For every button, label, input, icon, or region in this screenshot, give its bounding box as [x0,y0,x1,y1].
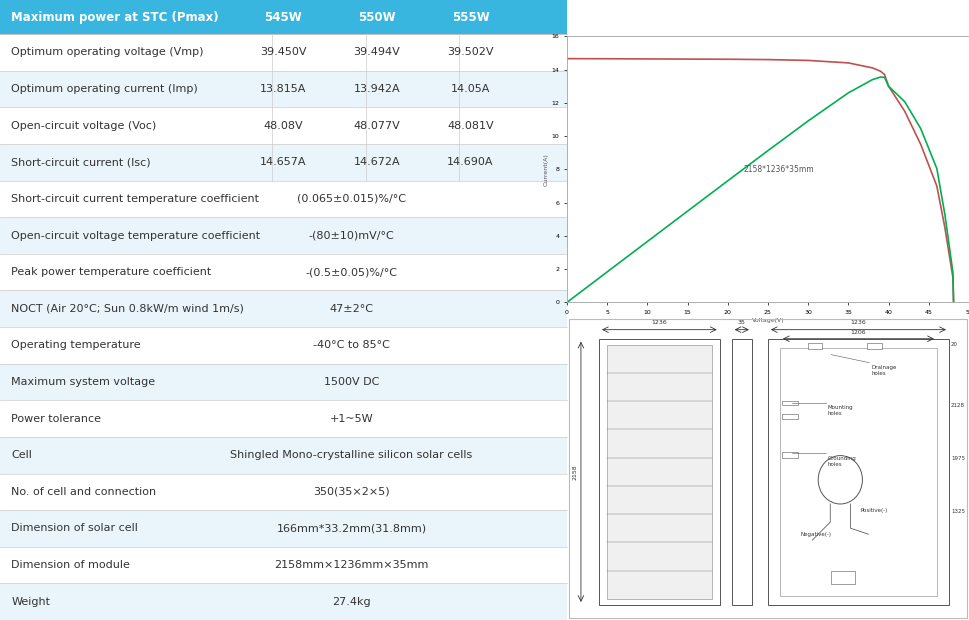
Text: 14.672A: 14.672A [354,157,400,167]
Text: Maximum system voltage: Maximum system voltage [12,377,155,387]
Text: 14.657A: 14.657A [261,157,306,167]
Text: -(80±10)mV/°C: -(80±10)mV/°C [308,231,394,241]
Text: Optimum operating current (Imp): Optimum operating current (Imp) [12,84,198,94]
Bar [569,319,967,619]
Text: Short-circuit current (Isc): Short-circuit current (Isc) [12,157,151,167]
Bar [0,290,567,327]
X-axis label: Voltage(V): Voltage(V) [752,318,784,323]
Text: -40°C to 85°C: -40°C to 85°C [313,340,390,350]
Y-axis label: Current(A): Current(A) [544,153,548,186]
Text: 166mm*33.2mm(31.8mm): 166mm*33.2mm(31.8mm) [276,523,426,533]
Text: Mounting
holes: Mounting holes [828,405,854,416]
Bar [867,343,882,349]
Text: 550W: 550W [359,11,395,24]
Text: 1236: 1236 [851,320,866,325]
Bar [0,71,567,107]
Text: 555W: 555W [452,11,489,24]
Text: Operating temperature: Operating temperature [12,340,141,350]
Bar [0,474,567,510]
Text: 48.077V: 48.077V [354,121,400,131]
Bar [0,364,567,401]
Text: 1206: 1206 [851,330,866,335]
Text: 1500V DC: 1500V DC [324,377,379,387]
Text: -(0.5±0.05)%/°C: -(0.5±0.05)%/°C [305,267,397,277]
Text: 35: 35 [737,320,746,325]
Text: Shingled Mono-crystalline silicon solar cells: Shingled Mono-crystalline silicon solar … [231,450,473,460]
Text: 13.942A: 13.942A [354,84,400,94]
Text: 48.08V: 48.08V [264,121,303,131]
Text: 2158*1236*35mm: 2158*1236*35mm [744,165,814,174]
Bar [0,217,567,254]
Text: 14.690A: 14.690A [448,157,494,167]
Bar [0,583,567,620]
Text: (0.065±0.015)%/°C: (0.065±0.015)%/°C [297,194,406,204]
Ellipse shape [818,456,862,504]
Text: 1236: 1236 [651,320,668,325]
Text: +1~5W: +1~5W [329,414,373,423]
Text: 14.05A: 14.05A [451,84,490,94]
Text: 27.4kg: 27.4kg [332,596,371,607]
Text: Dimension of module: Dimension of module [12,560,130,570]
Text: 47±2°C: 47±2°C [329,304,373,314]
Bar [782,414,798,418]
Text: 2128: 2128 [951,403,965,408]
Bar [0,437,567,474]
Text: 39.494V: 39.494V [354,47,400,58]
Bar [607,345,711,599]
Text: Maximum power at STC (Pmax): Maximum power at STC (Pmax) [12,11,219,24]
Text: Open-circuit voltage (Voc): Open-circuit voltage (Voc) [12,121,157,131]
Bar [0,34,567,71]
Text: Open-circuit voltage temperature coefficient: Open-circuit voltage temperature coeffic… [12,231,261,241]
Text: 2158: 2158 [573,464,578,480]
Bar [0,254,567,290]
Text: 1325: 1325 [951,509,965,514]
Text: Cell: Cell [12,450,32,460]
Bar [0,510,567,547]
Bar [0,0,567,34]
Bar [0,401,567,437]
Text: 1975: 1975 [951,456,965,461]
Bar [599,339,720,605]
Text: 13.815A: 13.815A [261,84,306,94]
Bar [0,547,567,583]
Bar [782,453,798,459]
Bar [0,144,567,180]
Text: Power tolerance: Power tolerance [12,414,102,423]
Text: Weight: Weight [12,596,50,607]
Bar [0,327,567,364]
Text: Short-circuit current temperature coefficient: Short-circuit current temperature coeffi… [12,194,260,204]
Text: Dimension of solar cell: Dimension of solar cell [12,523,139,533]
Bar [782,401,798,405]
Text: 48.081V: 48.081V [447,121,494,131]
Text: 2158mm×1236mm×35mm: 2158mm×1236mm×35mm [274,560,428,570]
Text: 350(35×2×5): 350(35×2×5) [313,487,390,497]
Bar [780,348,937,596]
Text: NOCT (Air 20°C; Sun 0.8kW/m wind 1m/s): NOCT (Air 20°C; Sun 0.8kW/m wind 1m/s) [12,304,244,314]
Bar [0,180,567,217]
Bar [767,339,949,605]
Text: 20: 20 [951,342,958,347]
Text: 39.502V: 39.502V [448,47,494,58]
Bar [831,572,856,583]
Text: Peak power temperature coefficient: Peak power temperature coefficient [12,267,211,277]
Bar [0,107,567,144]
Text: 39.450V: 39.450V [261,47,306,58]
Text: Positive(-): Positive(-) [860,508,888,513]
Text: Grounding
holes: Grounding holes [828,456,857,467]
Text: No. of cell and connection: No. of cell and connection [12,487,156,497]
Bar [732,339,752,605]
Text: Optimum operating voltage (Vmp): Optimum operating voltage (Vmp) [12,47,203,58]
Bar [808,343,822,349]
Text: Drainage
holes: Drainage holes [871,365,896,376]
Text: Negative(-): Negative(-) [800,532,831,537]
Text: 545W: 545W [265,11,302,24]
